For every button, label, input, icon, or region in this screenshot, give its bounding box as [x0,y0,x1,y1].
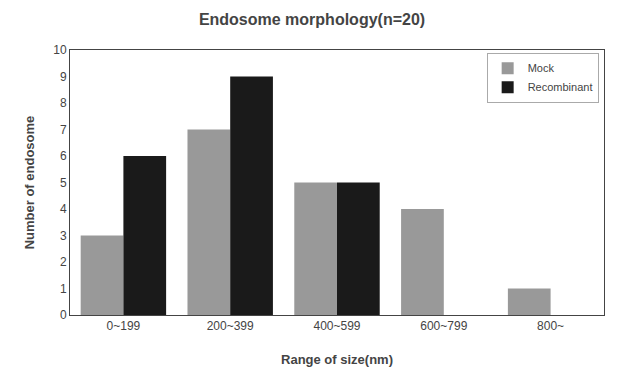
svg-text:Number of endosome: Number of endosome [22,116,37,250]
svg-text:Mock: Mock [528,62,555,74]
svg-text:4: 4 [60,202,67,216]
svg-text:10: 10 [53,43,67,57]
svg-text:7: 7 [60,123,67,137]
svg-text:800~: 800~ [537,319,564,333]
svg-text:6: 6 [60,149,67,163]
svg-text:400~599: 400~599 [313,319,360,333]
svg-text:Endosome morphology(n=20): Endosome morphology(n=20) [199,11,425,28]
svg-text:8: 8 [60,96,67,110]
svg-text:0: 0 [60,308,67,322]
svg-text:1: 1 [60,282,67,296]
svg-text:Recombinant: Recombinant [528,81,593,93]
svg-text:2: 2 [60,255,67,269]
svg-text:3: 3 [60,229,67,243]
svg-text:Range of size(nm): Range of size(nm) [281,352,393,367]
svg-text:200~399: 200~399 [207,319,254,333]
svg-text:9: 9 [60,70,67,84]
svg-text:5: 5 [60,176,67,190]
svg-text:600~799: 600~799 [420,319,467,333]
svg-text:0~199: 0~199 [107,319,141,333]
